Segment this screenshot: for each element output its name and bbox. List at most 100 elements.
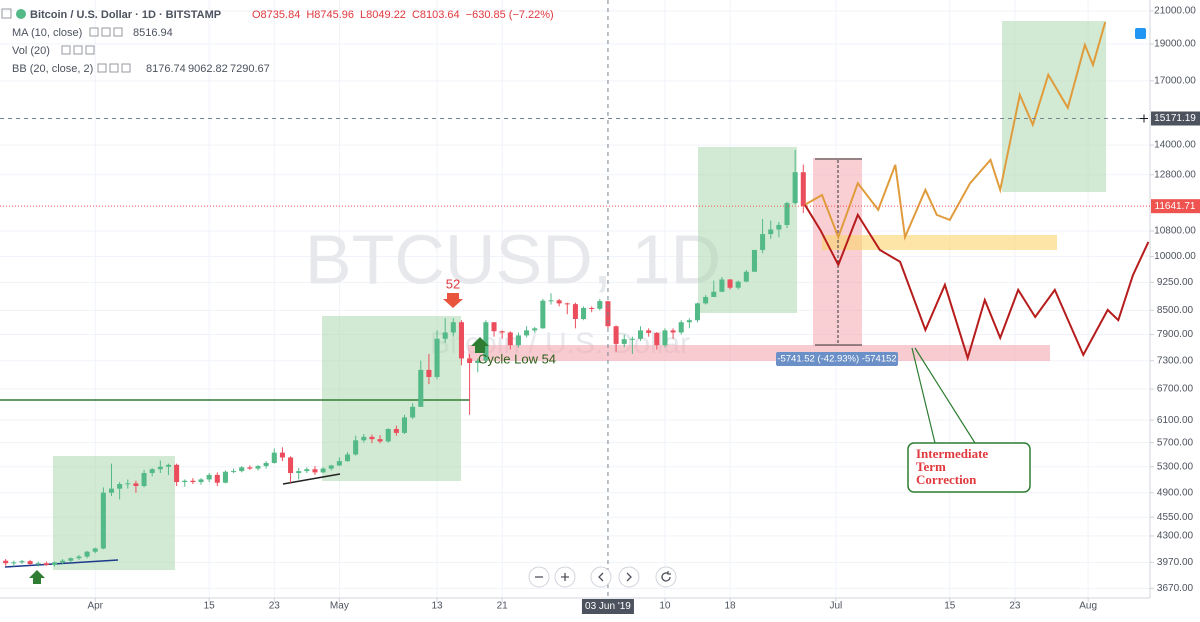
candle-body [524, 330, 530, 336]
icon[interactable] [97, 63, 107, 73]
candle-body [385, 428, 391, 442]
candle-body [19, 561, 25, 563]
candle-body [760, 234, 766, 250]
candle-body [418, 369, 424, 407]
candle-body [792, 172, 798, 204]
candle-body [393, 428, 399, 433]
candle-body [11, 562, 17, 564]
candle-body [76, 556, 82, 559]
candle-body [572, 304, 578, 319]
indicator-name[interactable]: MA (10, close) [12, 27, 82, 39]
candle-body [361, 436, 367, 441]
candle-body [751, 249, 757, 272]
candle-body [247, 467, 253, 469]
candle-body [35, 563, 41, 565]
ohlc-value: H8745.96 [306, 9, 354, 21]
candle-body [556, 300, 562, 304]
y-tick-label: 4300.00 [1157, 531, 1194, 542]
candle-body [727, 279, 733, 288]
x-tick-label: 21 [497, 601, 509, 612]
candle-body [548, 300, 554, 302]
candle-body [239, 467, 245, 472]
ohlc-values: O8735.84 H8745.96 L8049.22 C8103.64 −630.85 … [252, 9, 554, 21]
y-tick-label: 21000.00 [1154, 5, 1196, 16]
y-tick-label: 17000.00 [1154, 75, 1196, 86]
icon[interactable] [113, 27, 123, 37]
candle-body [231, 471, 237, 473]
candle-body [165, 464, 171, 467]
candle-body [198, 479, 204, 483]
ohlc-value: C8103.64 [412, 9, 460, 21]
status-dot [16, 9, 26, 19]
annotation: 52 [446, 276, 460, 291]
annotation: Cycle Low 54 [478, 351, 556, 366]
icon[interactable] [61, 45, 71, 55]
symbol-title: Bitcoin / U.S. Dollar · 1D · BITSTAMP [30, 9, 221, 21]
icon[interactable] [101, 27, 111, 37]
candle-body [735, 281, 741, 288]
candle-body [499, 331, 505, 333]
trend-line [282, 473, 341, 485]
zone-green [322, 316, 461, 481]
reset-button[interactable] [655, 566, 677, 588]
candle-body [182, 480, 188, 483]
icon[interactable] [121, 63, 131, 73]
x-tick-label: Aug [1079, 601, 1097, 612]
candle-body [43, 563, 49, 565]
scale-button[interactable] [1135, 28, 1146, 39]
candle-body [564, 303, 570, 305]
arrow-up [29, 570, 45, 584]
icon [598, 572, 604, 582]
toolbar-icons [535, 571, 671, 582]
candle-body [629, 338, 635, 340]
x-tick-label: May [330, 601, 349, 612]
candle-body [27, 561, 33, 565]
candle-body [141, 473, 147, 487]
scroll-left-button[interactable] [590, 566, 612, 588]
projection-line [804, 21, 1107, 241]
candle-body [540, 300, 546, 329]
candle-body [410, 406, 416, 418]
candle-body [304, 469, 310, 472]
candle-body [768, 229, 774, 235]
callout-text: Intermediate [916, 446, 988, 461]
indicator-value: 8516.94 [133, 27, 173, 39]
icon[interactable] [85, 45, 95, 55]
candle-body [637, 330, 644, 339]
candle-body [670, 330, 676, 333]
candle-body [532, 328, 538, 331]
candle-body [442, 332, 448, 339]
candle-body [214, 474, 220, 483]
candles [3, 149, 806, 567]
candle-body [581, 307, 587, 319]
callout-line [914, 347, 976, 444]
indicator-name[interactable]: BB (20, close, 2) [12, 63, 93, 75]
candle-body [279, 452, 285, 458]
indicator-name[interactable]: Vol (20) [12, 45, 50, 57]
y-tick-label: 6700.00 [1157, 384, 1194, 395]
candle-body [450, 322, 456, 333]
icon[interactable] [109, 63, 119, 73]
candle-body [190, 480, 196, 483]
x-tick-label: 13 [431, 601, 443, 612]
candle-body [800, 172, 806, 207]
candle-body [296, 471, 302, 474]
candle-body [678, 322, 684, 333]
scroll-right-button[interactable] [618, 566, 640, 588]
icon[interactable] [89, 27, 99, 37]
candle-body [263, 462, 269, 467]
y-tick-label: 4550.00 [1157, 512, 1194, 523]
candle-body [288, 457, 294, 474]
candle-body [784, 203, 790, 225]
candle-body [149, 469, 155, 474]
crosshair-plus [1140, 114, 1148, 123]
collapse-icon[interactable] [1, 8, 12, 19]
candle-body [621, 339, 627, 344]
icon[interactable] [73, 45, 83, 55]
x-tick-label: 15 [204, 601, 216, 612]
zone-green [1002, 21, 1106, 192]
candle-body [174, 464, 180, 483]
candle-body [117, 484, 123, 489]
indicator-value: 8176.74 [146, 63, 186, 75]
y-tick-label: 3670.00 [1157, 583, 1194, 594]
